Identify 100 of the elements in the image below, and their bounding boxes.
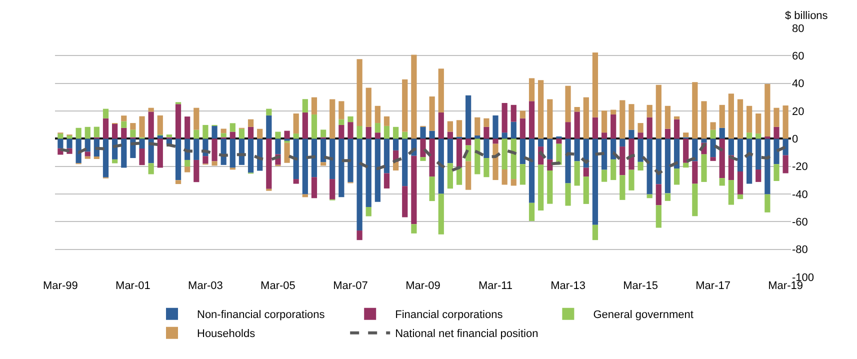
bar [121,116,127,122]
bar [320,162,326,166]
bar [674,116,680,120]
x-tick-label: Mar-19 [768,280,803,292]
bar [184,116,190,139]
y-tick-label: -40 [792,188,808,201]
legend-label: Non-financial corporations [197,309,326,322]
bar [175,180,182,184]
bar [384,126,390,139]
bar [393,126,399,139]
bar [266,108,272,116]
bar [438,112,444,139]
bar [520,118,526,139]
bar [330,179,336,200]
bar [220,128,226,134]
bar [592,117,598,139]
bar [592,52,598,118]
bar [411,54,417,139]
bar [456,120,462,137]
bar [510,104,516,122]
bar [429,138,435,177]
bar [710,130,716,139]
bar [664,106,671,129]
y-tick-label: 40 [792,78,804,90]
bar [184,160,190,167]
bar [628,170,634,190]
bar [393,138,399,150]
bar [102,138,109,178]
bar [402,186,408,218]
bar [502,102,508,133]
x-tick-label: Mar-17 [696,280,730,292]
bar [356,59,362,126]
bar [84,156,90,159]
bar [447,138,453,164]
bar [148,112,154,139]
bar [656,84,662,139]
line-series [58,142,788,175]
bar [58,138,64,148]
bar [248,126,254,139]
bar [148,163,154,174]
bar [402,79,408,132]
bar [220,133,226,138]
bar [610,159,616,180]
bar [102,108,109,118]
bar [737,99,744,139]
legend-label: General government [593,309,694,322]
bar [502,138,508,170]
bar [366,126,372,139]
bar [756,170,762,182]
bar [202,124,208,139]
bar [592,224,598,240]
bar [610,110,616,114]
bar [746,106,752,133]
bar [157,138,163,168]
bar [756,138,762,170]
bar [420,157,426,161]
bar [510,179,516,186]
bar [348,116,354,122]
legend-label: Financial corporations [395,309,504,322]
bar [701,138,707,143]
bar [438,138,444,194]
bar [638,162,644,170]
bar [547,99,553,139]
bar [466,138,472,146]
bar [402,132,408,139]
bar [520,164,526,185]
bar [782,105,788,139]
bar [737,171,744,194]
bar [102,118,109,139]
bar [728,180,734,205]
bar [620,146,626,176]
bar [574,161,580,186]
x-tick-label: Mar-01 [116,280,150,292]
x-tick-label: Mar-07 [333,280,368,292]
bar [646,104,652,118]
bar [447,163,453,189]
bar [484,118,490,127]
bar [510,122,516,139]
bar [366,138,372,207]
bar [556,144,562,165]
bar [311,114,318,139]
bar [547,159,553,170]
bar [438,68,444,113]
bar [374,132,380,139]
bar [284,142,290,163]
bar [701,101,707,139]
bar [175,138,182,180]
bar [230,132,236,139]
bar [194,160,200,182]
bar [565,86,571,122]
bar [592,138,598,225]
bar [719,128,725,139]
x-tick-label: Mar-99 [43,280,78,292]
bar [510,138,516,180]
bar [66,138,72,148]
bar [202,156,208,164]
y-tick-label: -60 [792,216,808,229]
bar [338,119,344,125]
bar [583,168,589,177]
bar [628,104,634,130]
